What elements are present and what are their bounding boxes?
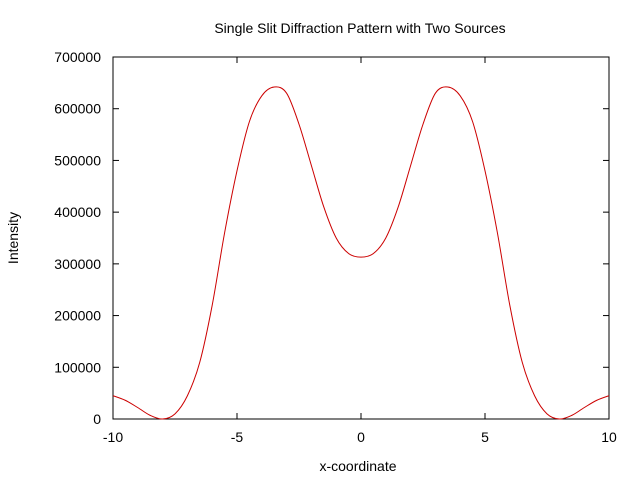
y-tick-label: 100000	[54, 359, 101, 375]
y-axis-label: Intensity	[5, 212, 21, 264]
x-tick-label: -10	[103, 429, 123, 445]
x-tick-label: 5	[481, 429, 489, 445]
y-tick-label: 300000	[54, 256, 101, 272]
y-tick-label: 400000	[54, 204, 101, 220]
x-tick-label: 10	[601, 429, 617, 445]
y-tick-label: 0	[93, 411, 101, 427]
y-tick-label: 600000	[54, 101, 101, 117]
series-line	[112, 86, 610, 420]
y-tick-label: 500000	[54, 152, 101, 168]
x-axis-label: x-coordinate	[319, 458, 396, 474]
y-tick-label: 200000	[54, 308, 101, 324]
y-tick-label: 700000	[54, 49, 101, 65]
chart-title: Single Slit Diffraction Pattern with Two…	[214, 20, 505, 36]
x-tick-label: 0	[357, 429, 365, 445]
plot-frame	[112, 56, 610, 420]
x-tick-label: -5	[231, 429, 244, 445]
plot-area: -10 -5 0 5 10 0 100000 200000 300000 400000 500000…	[54, 49, 617, 445]
